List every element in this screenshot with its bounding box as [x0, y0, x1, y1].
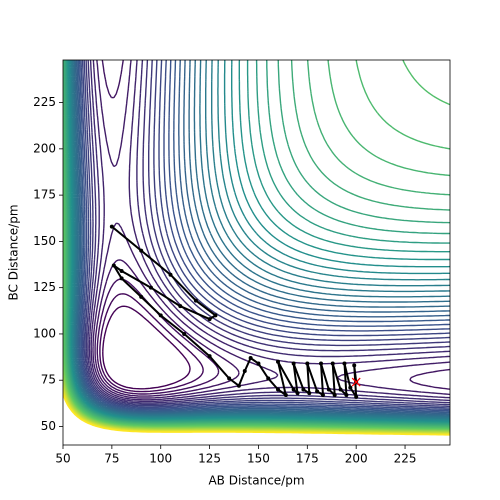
y-axis-label: BC Distance/pm	[7, 204, 21, 300]
trajectory-point	[178, 304, 183, 309]
contour-line	[71, 60, 450, 419]
x-tick-label: 225	[394, 452, 417, 466]
trajectory-point	[119, 276, 124, 281]
trajectory-point	[305, 361, 310, 366]
trajectory-point	[338, 387, 343, 392]
trajectory-point	[348, 385, 353, 390]
trajectory-point	[291, 387, 296, 392]
trajectory	[109, 224, 361, 399]
trajectory-point	[326, 387, 331, 392]
x-tick-label: 200	[345, 452, 368, 466]
trajectory-point	[207, 317, 212, 322]
trajectory-point	[354, 394, 359, 399]
trajectory-point	[283, 393, 288, 398]
trajectory-point	[248, 356, 253, 361]
trajectory-point	[332, 393, 337, 398]
contour-line	[92, 60, 450, 399]
trajectory-point	[307, 391, 312, 396]
plot-frame	[62, 59, 451, 446]
trajectory-point	[319, 361, 323, 366]
trajectory-point	[148, 285, 153, 290]
contour-line	[83, 60, 450, 408]
contour-line	[72, 60, 450, 418]
y-tick-label: 225	[33, 95, 56, 109]
trajectory-point	[344, 393, 349, 398]
trajectory-point	[213, 313, 218, 318]
contour-line	[73, 60, 450, 418]
contour-line	[70, 60, 450, 420]
contour-line	[81, 60, 450, 409]
contour-line	[63, 394, 450, 436]
x-tick-label: 100	[149, 452, 172, 466]
trajectory-point	[320, 393, 325, 398]
y-tick-label: 50	[41, 419, 56, 433]
trajectory-point	[227, 376, 232, 381]
end-marker	[351, 377, 361, 387]
trajectory-point	[182, 331, 187, 336]
contour-line	[77, 60, 450, 413]
trajectory-point	[111, 263, 116, 268]
contour-line	[68, 60, 450, 422]
contour-line	[63, 60, 450, 426]
trajectory-point	[266, 376, 271, 381]
x-tick-label: 150	[247, 452, 270, 466]
contour-line	[85, 60, 450, 406]
trajectory-point	[242, 368, 247, 373]
contour-line	[65, 60, 450, 425]
x-tick-label: 50	[55, 452, 70, 466]
trajectory-point	[236, 383, 241, 388]
y-tick-label: 100	[33, 326, 56, 340]
trajectory-point	[119, 269, 124, 274]
trajectory-point	[301, 387, 306, 392]
contour-line	[102, 305, 191, 390]
contour-line	[63, 60, 450, 428]
contour-line	[90, 60, 450, 401]
trajectory-point	[139, 294, 144, 299]
contour-line	[94, 60, 450, 397]
contour-line	[64, 60, 450, 425]
trajectory-point	[193, 298, 198, 303]
contour-line	[63, 60, 450, 429]
contour-line	[69, 60, 450, 421]
y-tick-label: 200	[33, 141, 56, 155]
y-tick-label: 150	[33, 234, 56, 248]
contour-lines	[63, 60, 450, 436]
trajectory-point	[342, 361, 347, 366]
x-tick-label: 125	[198, 452, 221, 466]
trajectory-point	[330, 361, 335, 366]
contour-line	[99, 293, 204, 393]
contour-line	[63, 60, 450, 429]
x-tick-label: 75	[104, 452, 119, 466]
trajectory-point	[315, 389, 320, 394]
contour-line	[67, 60, 450, 423]
x-tick-label: 175	[296, 452, 319, 466]
trajectory-point	[207, 354, 212, 359]
trajectory-point	[256, 361, 261, 366]
contour-line	[63, 60, 450, 427]
trajectory-point	[291, 361, 296, 366]
trajectory-point	[139, 248, 144, 253]
y-tick-label: 175	[33, 188, 56, 202]
x-axis-label: AB Distance/pm	[208, 474, 304, 488]
trajectory-point	[295, 391, 300, 396]
contour-line	[96, 278, 220, 395]
y-tick-label: 75	[41, 373, 56, 387]
trajectory-point	[352, 363, 357, 368]
trajectory-point	[168, 272, 173, 277]
contour-line	[78, 60, 450, 412]
contour-line	[75, 60, 450, 415]
contour-line	[63, 60, 450, 427]
contour-line	[74, 60, 450, 417]
y-tick-label: 125	[33, 280, 56, 294]
trajectory-point	[276, 359, 280, 364]
trajectory-point	[276, 387, 280, 392]
trajectory-point	[158, 313, 163, 318]
trajectory-point	[109, 224, 114, 229]
contour-line	[80, 60, 450, 411]
contour-line	[76, 60, 450, 414]
